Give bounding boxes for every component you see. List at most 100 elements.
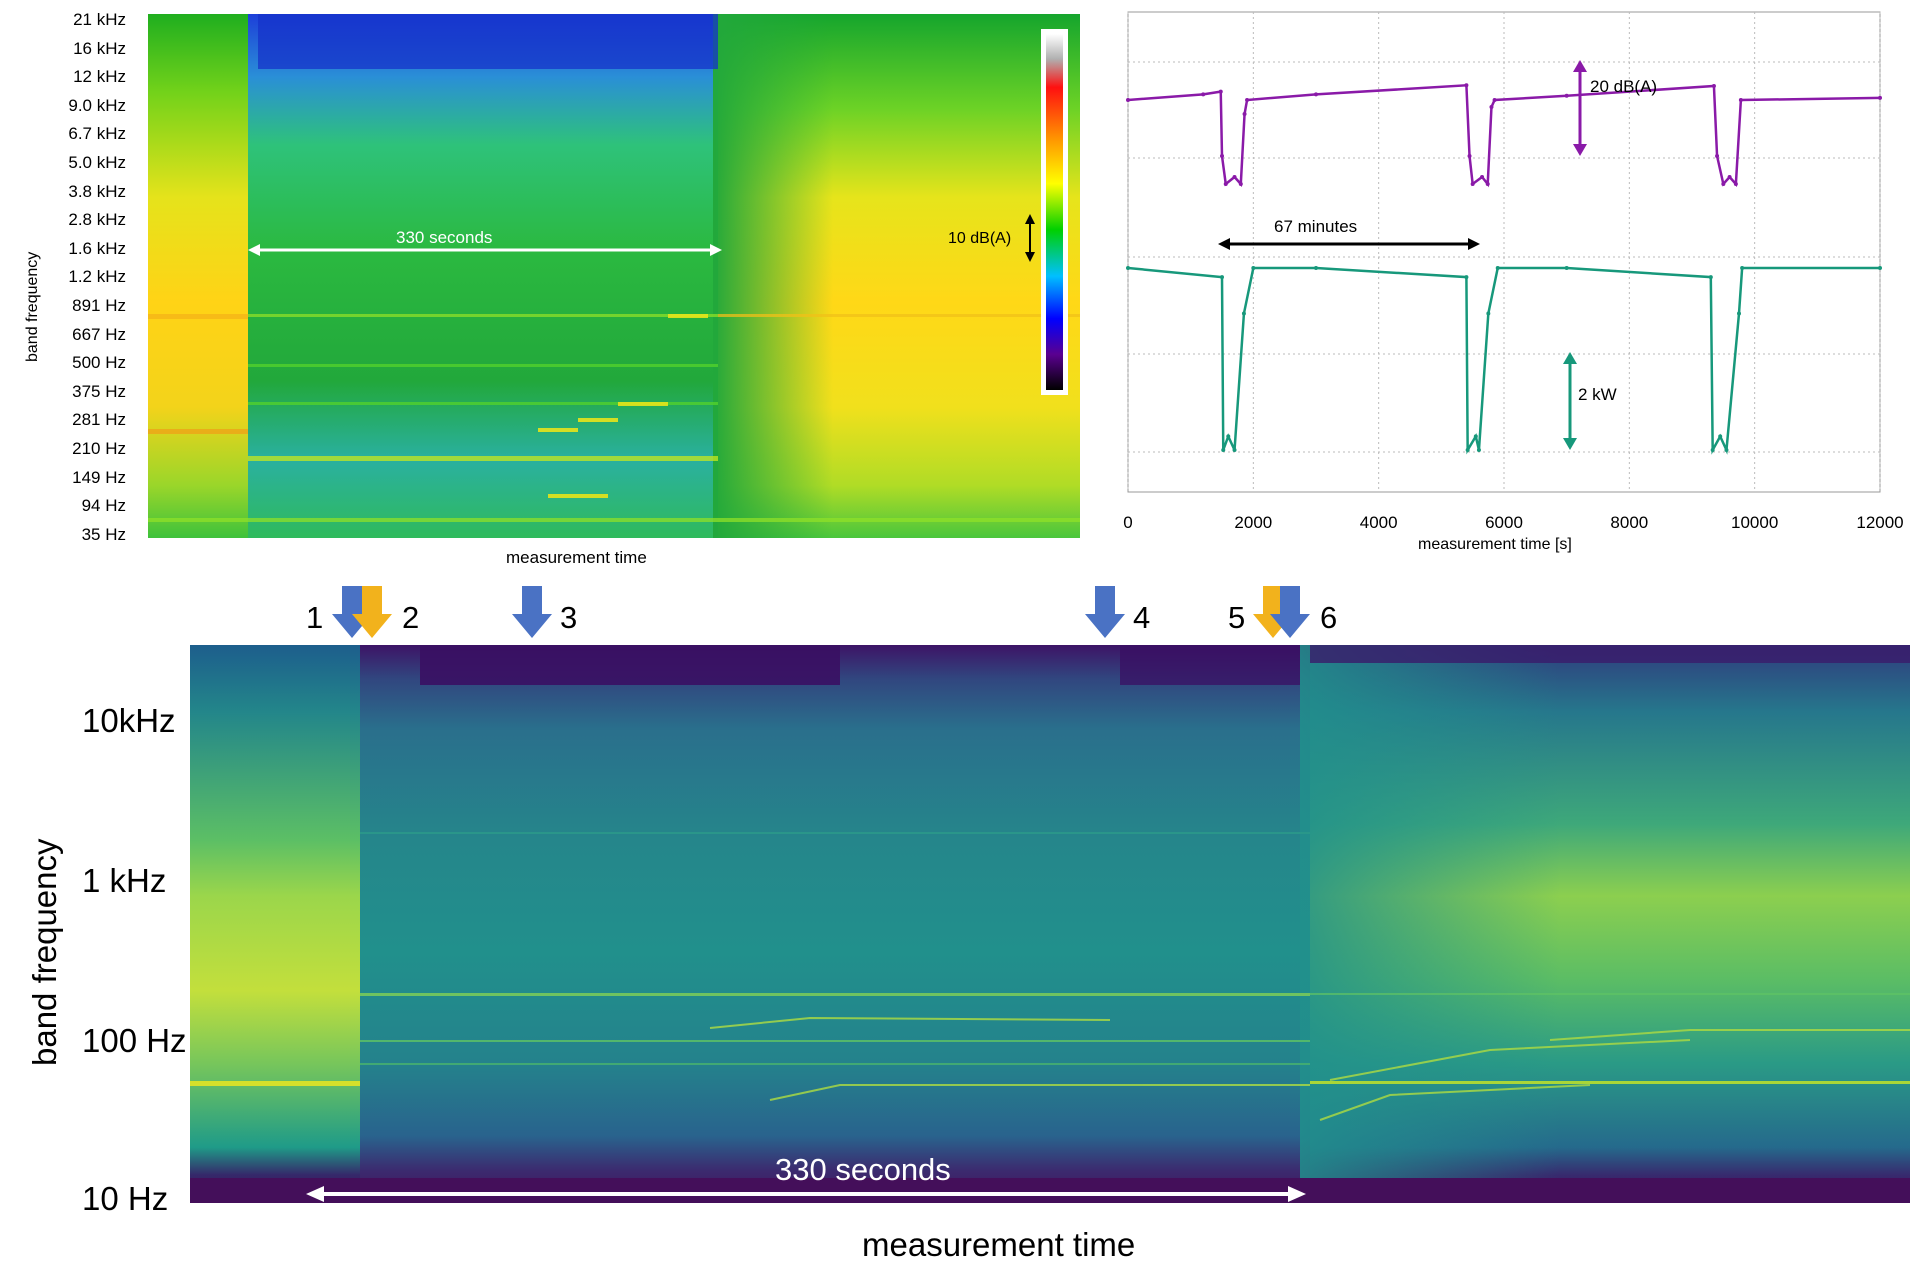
event-arrow-6 — [1270, 586, 1310, 638]
event-label-1: 1 — [306, 600, 324, 635]
line-xtick: 12000 — [1856, 513, 1903, 532]
line-series-1 — [1127, 266, 1880, 455]
tl-ytick: 375 Hz — [72, 381, 126, 401]
line-point — [1486, 311, 1491, 316]
line-point — [1710, 448, 1715, 452]
line-x-axis-label: measurement time [s] — [1418, 536, 1572, 553]
bottom-ytick: 10 Hz — [82, 1180, 169, 1217]
line-point — [1314, 266, 1318, 270]
tl-ytick: 6.7 kHz — [68, 124, 126, 144]
line-point — [1223, 182, 1228, 186]
line-point — [1737, 311, 1741, 316]
line-chart-plot: 0 2000 4000 6000 8000 10000 12000 20 dB(A) 67 … — [1123, 11, 1904, 532]
line-point — [1480, 175, 1485, 179]
line-point — [1220, 154, 1224, 158]
db-scale-label: 20 dB(A) — [1590, 77, 1657, 96]
tl-ytick: 12 kHz — [73, 67, 126, 87]
line-point — [1251, 266, 1256, 270]
line-point — [1878, 266, 1882, 270]
line-series-0 — [1127, 83, 1881, 188]
line-point — [1708, 275, 1713, 280]
bottom-ytick: 100 Hz — [82, 1022, 187, 1059]
tl-ytick: 5.0 kHz — [68, 153, 126, 172]
line-point — [1226, 434, 1231, 439]
line-point — [1476, 448, 1481, 452]
line-point — [1245, 98, 1250, 102]
line-point — [1465, 448, 1470, 452]
line-xtick: 6000 — [1485, 513, 1523, 532]
line-point — [1220, 275, 1224, 280]
line-point — [1564, 93, 1569, 98]
line-point — [1492, 98, 1497, 102]
event-label-2: 2 — [402, 600, 420, 635]
line-point — [1724, 448, 1729, 452]
tl-ytick: 210 Hz — [72, 439, 126, 458]
line-point — [1711, 84, 1716, 88]
tl-ytick: 281 Hz — [72, 410, 126, 430]
line-xtick: 8000 — [1610, 513, 1648, 532]
line-xtick: 0 — [1123, 513, 1132, 532]
tl-ytick: 9.0 kHz — [68, 95, 126, 115]
line-point — [1232, 448, 1237, 452]
colorbar — [1046, 34, 1063, 390]
line-point — [1485, 182, 1490, 186]
line-point — [1218, 89, 1223, 94]
tl-ytick: 2.8 kHz — [68, 210, 126, 230]
line-point — [1242, 112, 1247, 116]
event-label-3: 3 — [560, 600, 578, 635]
tl-x-axis-label: measurement time — [506, 548, 647, 567]
bottom-x-axis-label: measurement time — [862, 1226, 1136, 1263]
line-point — [1464, 83, 1469, 88]
event-label-6: 6 — [1320, 600, 1338, 635]
line-point — [1738, 98, 1743, 102]
tl-ytick: 35 Hz — [81, 524, 126, 544]
event-arrow-3 — [512, 586, 552, 638]
tl-ytick: 1.2 kHz — [68, 267, 126, 287]
line-xtick: 10000 — [1731, 513, 1778, 532]
event-arrow-2 — [352, 586, 392, 638]
tl-ytick: 16 kHz — [73, 38, 126, 58]
line-point — [1473, 434, 1478, 439]
bottom-ytick: 10kHz — [82, 702, 176, 739]
colorbar-scale-label: 10 dB(A) — [948, 230, 1011, 247]
power-scale-label: 2 kW — [1578, 385, 1617, 404]
bottom-ytick: 1 kHz — [82, 862, 167, 899]
tl-y-axis-label: band frequency — [24, 251, 41, 362]
tl-ytick: 149 Hz — [72, 467, 126, 487]
tl-ytick: 500 Hz — [72, 353, 126, 373]
line-point — [1467, 154, 1472, 158]
bottom-spectrogram-plot: 330 seconds — [190, 645, 1910, 1203]
tl-ytick: 94 Hz — [81, 496, 126, 516]
line-point — [1470, 182, 1475, 186]
line-point — [1733, 182, 1738, 186]
line-point — [1126, 266, 1130, 270]
line-point — [1201, 92, 1206, 97]
top-left-spectrogram-plot: 330 seconds 10 dB(A) — [148, 14, 1080, 538]
line-point — [1740, 266, 1745, 270]
line-point — [1126, 98, 1130, 102]
line-point — [1878, 95, 1882, 100]
period-label: 67 minutes — [1274, 217, 1357, 236]
line-point — [1495, 266, 1500, 270]
line-point — [1721, 182, 1726, 186]
line-point — [1464, 275, 1469, 280]
line-point — [1221, 448, 1226, 452]
tl-ytick: 891 Hz — [72, 296, 126, 315]
line-point — [1727, 175, 1732, 179]
line-point — [1489, 105, 1494, 109]
tl-ytick: 21 kHz — [73, 10, 126, 29]
event-label-5: 5 — [1228, 600, 1246, 635]
tl-ytick: 3.8 kHz — [68, 181, 126, 201]
event-arrow-4 — [1085, 586, 1125, 638]
bottom-duration-label: 330 seconds — [775, 1152, 951, 1187]
line-xtick: 4000 — [1360, 513, 1398, 532]
line-point — [1564, 266, 1569, 270]
tl-ytick: 1.6 kHz — [68, 238, 126, 258]
line-point — [1241, 311, 1246, 316]
line-point — [1232, 175, 1237, 179]
line-point — [1718, 434, 1723, 439]
bottom-y-axis-label: band frequency — [26, 838, 63, 1066]
line-point — [1715, 154, 1720, 158]
tl-duration-label: 330 seconds — [396, 228, 492, 247]
line-point — [1314, 92, 1318, 97]
